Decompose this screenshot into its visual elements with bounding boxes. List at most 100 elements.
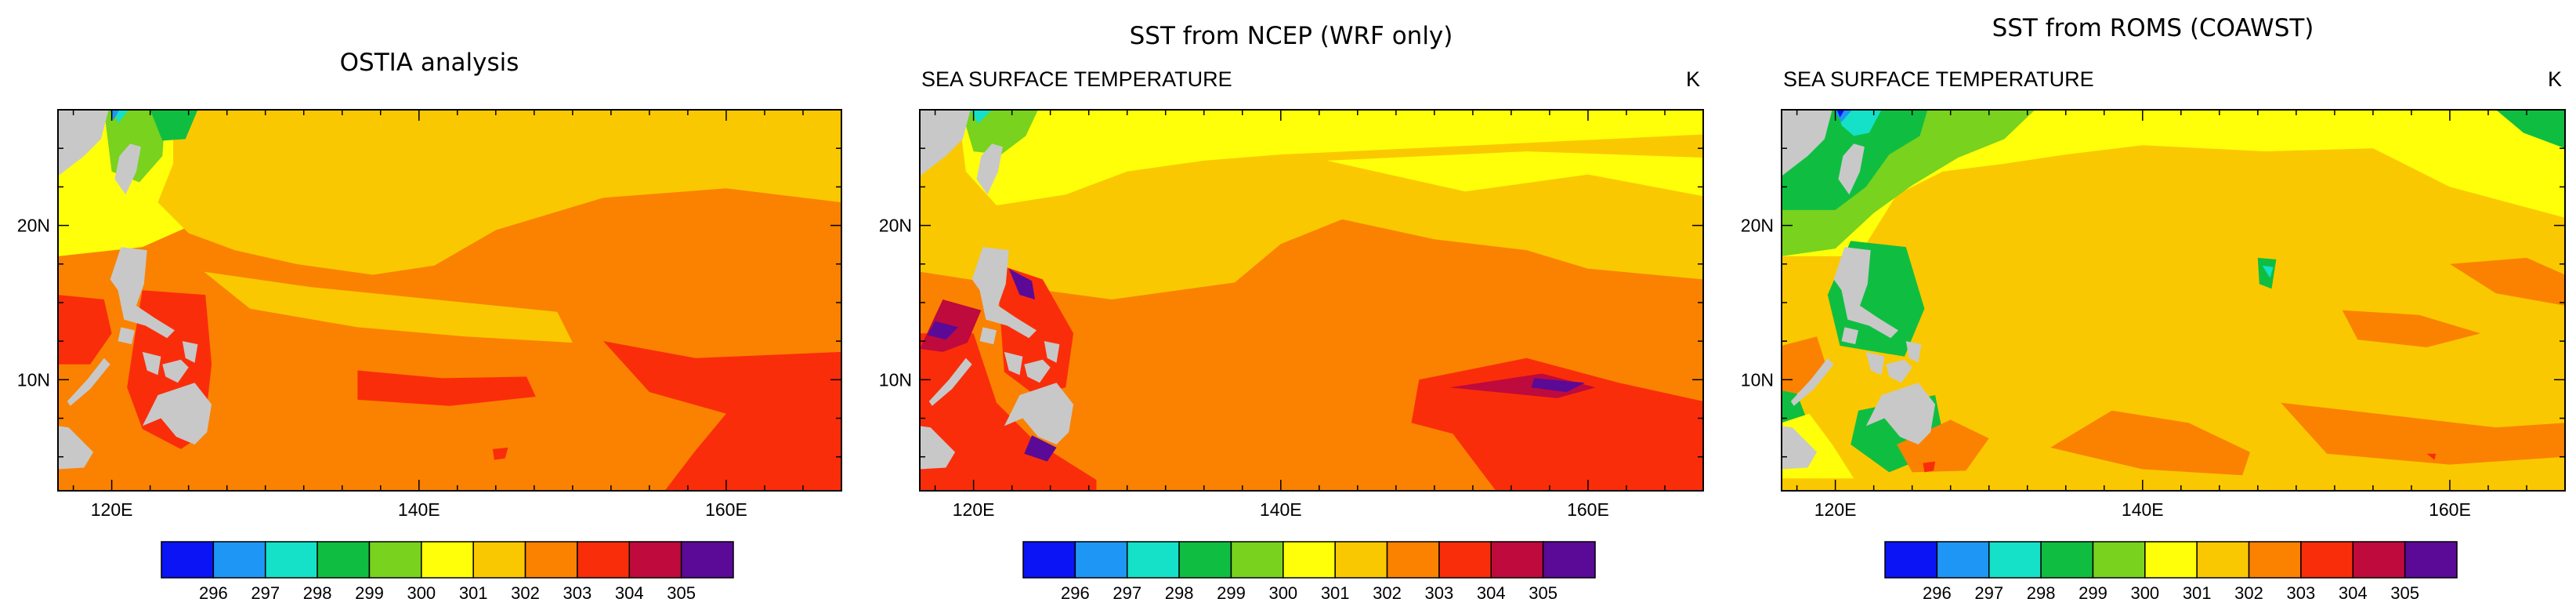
sst-contour-region (58, 295, 112, 365)
panel-title: SST from NCEP (WRF only) (1129, 22, 1453, 50)
x-tick-label: 160E (705, 499, 747, 520)
colorbar-swatch (317, 541, 371, 579)
land-mindoro (118, 327, 135, 345)
colorbar-label: 305 (667, 583, 696, 603)
sst-contour-region (2262, 265, 2274, 278)
land-panay (142, 351, 161, 376)
colorbar-swatch (264, 541, 318, 579)
sst-contour-region (157, 110, 841, 275)
colorbar-label: 303 (2287, 583, 2316, 603)
y-tick-label: 20N (17, 216, 50, 236)
land-mindanao (1865, 383, 1936, 445)
y-tick-label: 10N (879, 369, 912, 390)
sst-contour-region (1024, 435, 1057, 462)
sst-contour-region (2449, 257, 2565, 306)
land-luzon (971, 247, 1037, 339)
colorbar-label: 302 (1373, 583, 1402, 603)
sst-contour-region (110, 110, 120, 121)
colorbar-label: 305 (1529, 583, 1558, 603)
variable-name: SEA SURFACE TEMPERATURE (921, 67, 1232, 91)
land-taiwan (1838, 143, 1865, 195)
colorbar-label: 304 (2339, 583, 2368, 603)
colorbar-swatch (161, 541, 215, 579)
panel-ncep: SST from NCEP (WRF only) SEA SURFACE TEM… (862, 0, 1720, 606)
colorbar-label: 304 (1477, 583, 1506, 603)
sst-contour-region (2281, 402, 2565, 465)
land-samar (182, 341, 198, 363)
colorbar-swatch (577, 541, 631, 579)
colorbar-label: 301 (459, 583, 488, 603)
x-tick-label: 120E (91, 499, 133, 520)
colorbar-swatch (368, 541, 422, 579)
land-cebu-leyte (162, 359, 189, 383)
colorbar-swatch (1230, 541, 1284, 579)
colorbar-swatch (628, 541, 682, 579)
sst-contour-region (1449, 373, 1596, 398)
colorbar: 296 297 298 299 300 301 302 303 304 305 (1884, 541, 2458, 603)
land-china (920, 110, 971, 176)
land-palawan (67, 357, 110, 406)
sst-contour-region (2426, 453, 2437, 460)
panel-roms: SST from ROMS (COAWST) SEA SURFACE TEMPE… (1724, 0, 2576, 606)
colorbar-swatch (1283, 541, 1336, 579)
sst-contour-region (2495, 110, 2565, 149)
colorbar-swatch (1936, 541, 1990, 579)
colorbar-label: 302 (511, 583, 540, 603)
sst-contour-region (1782, 110, 2565, 491)
sst-contour-region (2050, 410, 2250, 476)
axis-ticks (58, 109, 842, 491)
x-tick-label: 140E (2122, 499, 2164, 520)
colorbar-label: 299 (1217, 583, 1246, 603)
land-panay (1865, 351, 1885, 376)
y-tick-label: 10N (17, 369, 50, 390)
colorbar-label: 303 (1425, 583, 1454, 603)
unit-label: K (2548, 67, 2563, 91)
land-panay (1004, 351, 1023, 376)
colorbar-swatch (1126, 541, 1180, 579)
x-tick-label: 160E (2429, 499, 2471, 520)
colorbar-label: 305 (2390, 583, 2419, 603)
unit-label: K (1686, 67, 1701, 91)
colorbar-label: 298 (2027, 583, 2056, 603)
colorbar-label: 296 (1061, 583, 1090, 603)
colorbar-swatch (2144, 541, 2198, 579)
land-samar (1905, 341, 1922, 363)
colorbar-swatch (472, 541, 526, 579)
land-cebu-leyte (1886, 359, 1912, 383)
colorbar: 296 297 298 299 300 301 302 303 304 305 (1022, 541, 1596, 603)
colorbar-swatch (524, 541, 578, 579)
sst-contour-region (492, 447, 508, 460)
colorbar-swatch (2300, 541, 2354, 579)
colorbar-swatch (2196, 541, 2250, 579)
sst-contour-region (150, 110, 198, 141)
sst-contour-region (357, 370, 536, 406)
colorbar-swatch (421, 541, 474, 579)
land-borneo (1782, 426, 1818, 470)
colorbar-label: 299 (2079, 583, 2107, 603)
land-mindanao (142, 383, 212, 445)
land-palawan (1790, 357, 1834, 406)
sst-field (58, 110, 841, 491)
variable-name: SEA SURFACE TEMPERATURE (1783, 67, 2094, 91)
land-borneo (58, 426, 94, 470)
sst-contour-region (958, 110, 1703, 205)
sst-contour-region (1782, 336, 1828, 394)
sst-map-ostia: 120E 140E 160E 20N 10N 296 297 298 299 300 301 302 3… (17, 109, 842, 603)
land-china (1782, 110, 1833, 176)
land-samar (1044, 341, 1060, 363)
land-cebu-leyte (1024, 359, 1051, 383)
sst-contour-region (1008, 268, 1036, 299)
sst-contour-region (2257, 257, 2277, 289)
map-frame (919, 109, 1704, 492)
map-frame (57, 109, 842, 492)
axis-ticks (1782, 109, 2566, 491)
x-tick-label: 120E (1814, 499, 1857, 520)
sst-contour-region (1531, 378, 1585, 393)
colorbar-swatch (1988, 541, 2042, 579)
sst-contour-region (970, 110, 993, 124)
panel-ostia: OSTIA analysis 120E 140E 160E 20N 10N 296 297 2… (0, 0, 859, 606)
colorbar-swatch (1884, 541, 1938, 579)
sst-contour-region (1897, 419, 1989, 473)
colorbar-swatch (1542, 541, 1596, 579)
sst-map-ncep: 120E 140E 160E 20N 10N 296 297 298 299 300 301 302 3… (879, 109, 1704, 603)
